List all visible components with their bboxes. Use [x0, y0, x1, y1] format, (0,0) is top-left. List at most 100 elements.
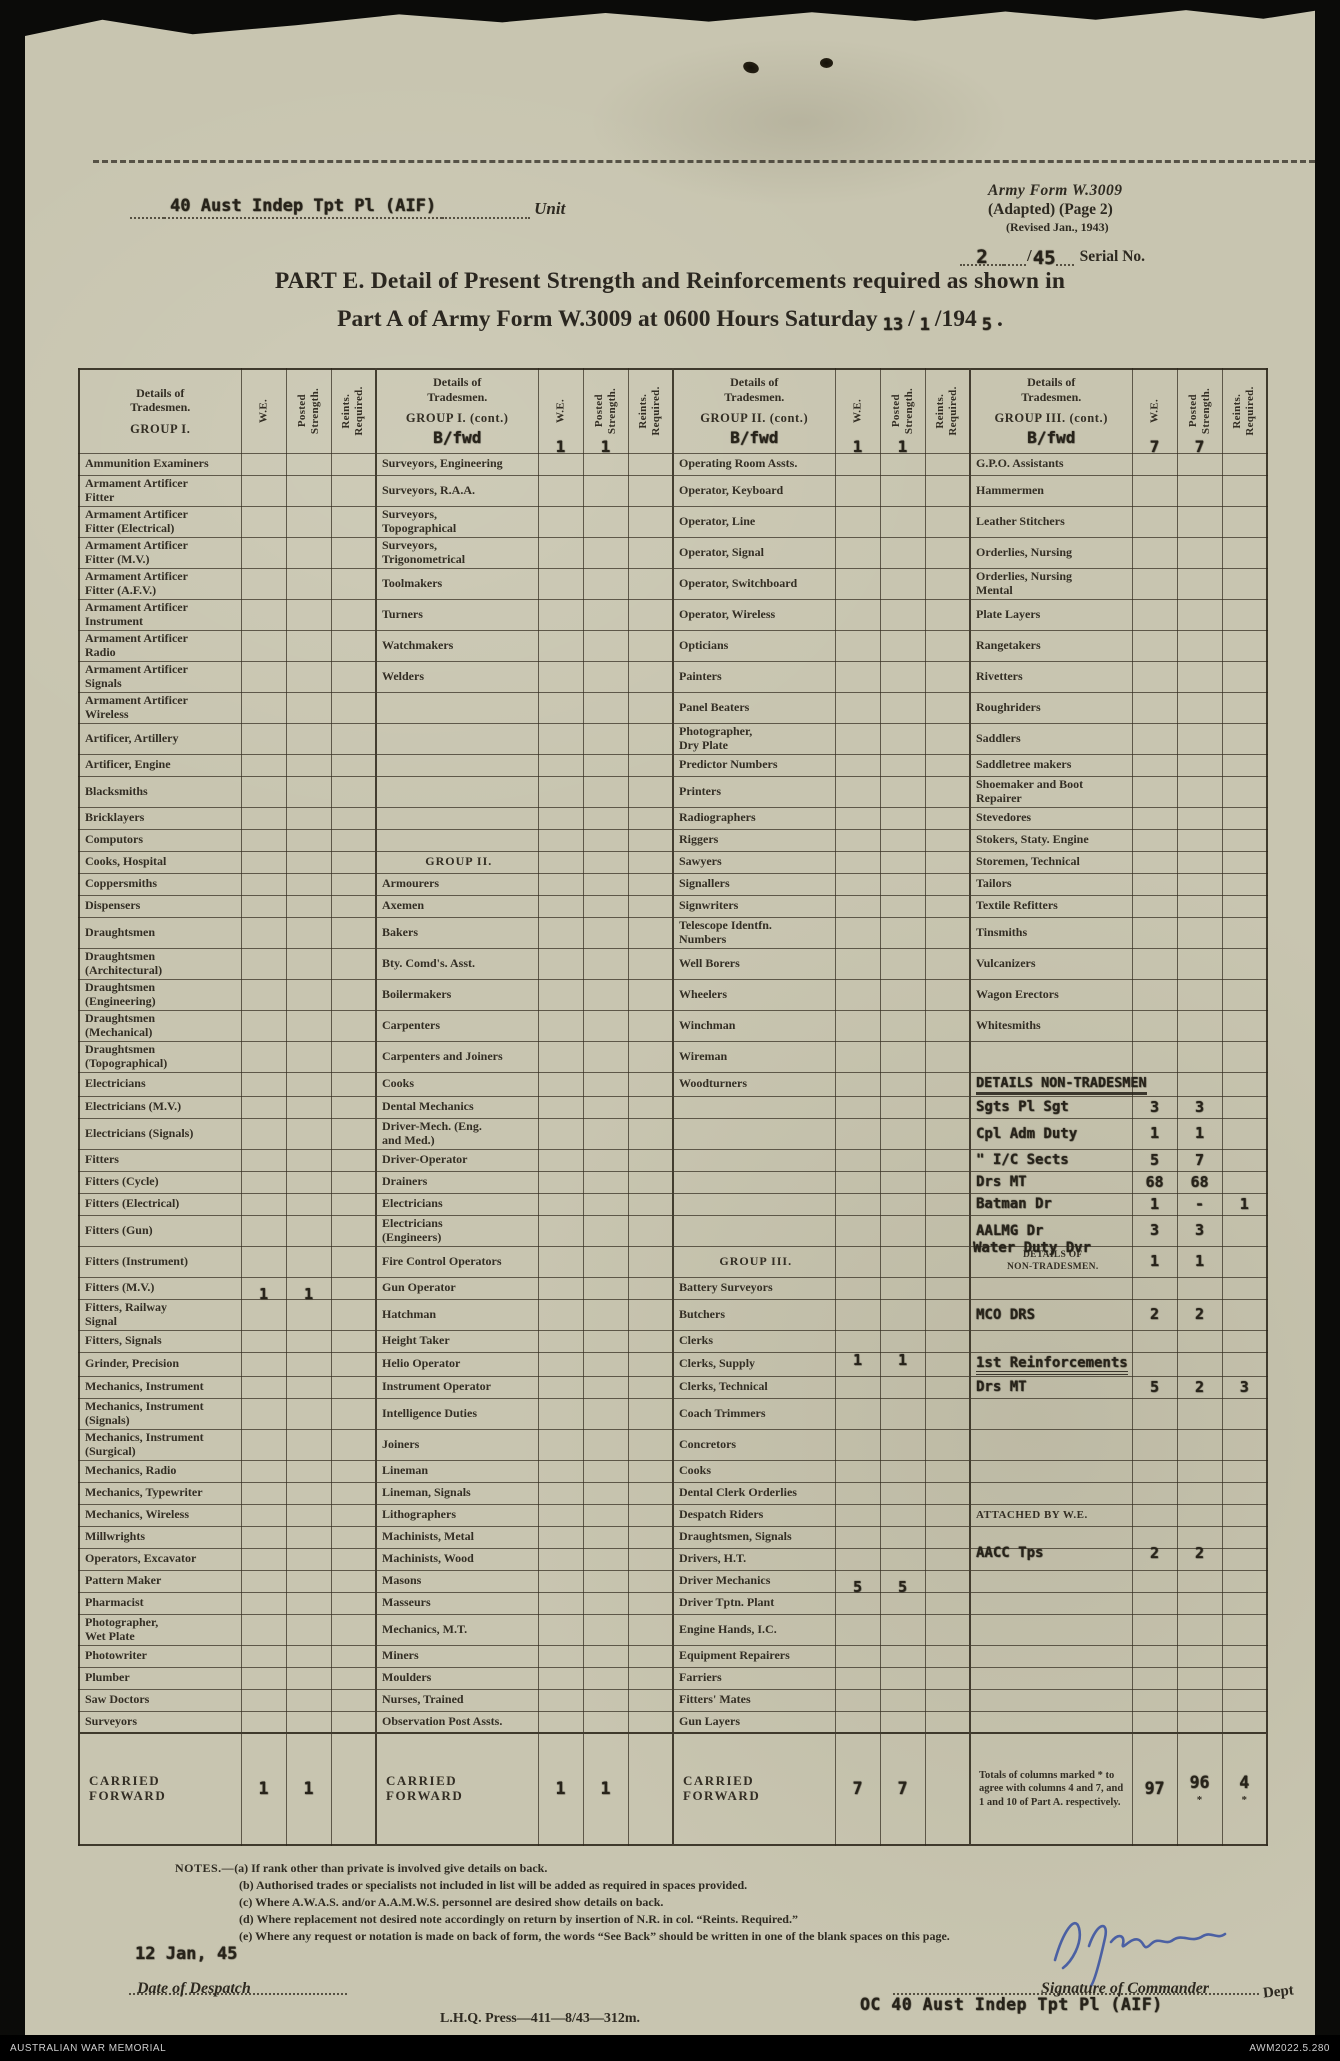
value-cell — [240, 1547, 287, 1571]
trade-cell: Fitters (Electrical) — [78, 1192, 242, 1216]
trade-cell: Observation Post Assts. — [375, 1710, 539, 1734]
table-row: Armament Artificer Fitter (M.V.) Surveyor… — [78, 536, 1268, 569]
value-cell — [537, 1666, 584, 1690]
part-e-subtitle: Part A of Army Form W.3009 at 0600 Hours… — [85, 306, 1255, 335]
trade-label: Machinists, Metal — [382, 1529, 474, 1544]
trade-label: Mechanics, Instrument (Signals) — [85, 1399, 204, 1427]
value-cell — [537, 1040, 584, 1073]
value-cell — [1131, 1503, 1178, 1527]
vertical-header-label: Reints. Required. — [637, 386, 663, 436]
trade-cell: Driver-Operator — [375, 1148, 539, 1172]
value-cell — [582, 1095, 629, 1119]
trade-cell: Ammunition Examiners — [78, 452, 242, 476]
value-cell — [1176, 916, 1223, 949]
trade-cell: Armament Artificer Signals — [78, 660, 242, 693]
trade-cell: Dental Clerk Orderlies — [672, 1481, 836, 1505]
value-cell — [834, 1481, 881, 1505]
despatch-date-typed: 12 Jan, 45 — [135, 1944, 238, 1964]
value-cell — [924, 1095, 971, 1119]
value-cell — [1131, 474, 1178, 507]
trade-label: Draughtsmen (Engineering) — [85, 980, 156, 1008]
group-title: GROUP II. (cont.) — [700, 411, 809, 426]
trade-label: Operators, Excavator — [85, 1551, 197, 1566]
value-cell — [924, 1428, 971, 1461]
value-cell — [537, 916, 584, 949]
trade-label: Mechanics, Instrument (Surgical) — [85, 1430, 204, 1458]
value-cell — [924, 598, 971, 631]
value-cell: 1 — [240, 1276, 287, 1303]
trade-cell: Mechanics, Wireless — [78, 1503, 242, 1527]
value-cell — [834, 1148, 881, 1172]
value-cell — [924, 1375, 971, 1399]
trade-cell: Driver-Mech. (Eng. and Med.) — [375, 1117, 539, 1150]
group-title: GROUP I. (cont.) — [405, 411, 509, 426]
value-cell — [834, 978, 881, 1011]
trade-cell — [969, 1591, 1133, 1615]
value-cell — [1176, 1329, 1223, 1353]
typed-value: 2 — [1194, 1543, 1205, 1562]
value-cell — [537, 828, 584, 852]
trade-label: Tinsmiths — [976, 924, 1028, 939]
details-of-tradesmen-label: Details of Tradesmen. — [1021, 375, 1082, 404]
value-cell — [330, 1710, 377, 1734]
value-cell — [330, 1214, 377, 1247]
value-cell — [1221, 1040, 1268, 1073]
trade-cell: Wheelers — [672, 978, 836, 1011]
table-row: Millwrights Machinists, Metal Draughtsmen,… — [78, 1525, 1268, 1549]
value-cell — [1221, 1276, 1268, 1300]
press-imprint: L.H.Q. Press—411—8/43—312m. — [439, 2011, 641, 2026]
value-cell — [285, 1459, 332, 1483]
value-cell — [924, 1569, 971, 1593]
typed-value: 5 — [852, 1577, 863, 1596]
value-cell — [879, 1644, 926, 1668]
value-cell — [240, 1666, 287, 1690]
value-cell — [1176, 452, 1223, 476]
value-cell — [330, 1276, 377, 1300]
value-cell — [834, 1040, 881, 1073]
value-cell — [834, 753, 881, 777]
value-cell — [537, 753, 584, 777]
value-cell — [285, 775, 332, 808]
value-cell — [330, 1732, 377, 1846]
trade-label: Draughtsmen (Architectural) — [85, 949, 163, 977]
trade-label: Fire Control Operators — [382, 1253, 502, 1268]
trade-cell: Miners — [375, 1644, 539, 1668]
value-cell — [879, 1688, 926, 1712]
value-cell — [1176, 567, 1223, 600]
value-cell — [285, 536, 332, 569]
column-header-cell: W.E. 7 — [1131, 368, 1178, 456]
value-cell — [1176, 1666, 1223, 1690]
value-cell — [1131, 1329, 1178, 1353]
value-cell — [1131, 691, 1178, 724]
trade-cell: AALMG Dr — [969, 1214, 1133, 1247]
value-cell — [627, 691, 674, 724]
typed-value: 1 — [258, 1779, 269, 1798]
trade-cell: Draughtsmen (Architectural) — [78, 947, 242, 980]
value-cell — [627, 1710, 674, 1734]
vertical-header-label: Reints. Required. — [1231, 386, 1257, 436]
trade-label: Fitters — [85, 1152, 119, 1167]
value-cell — [240, 916, 287, 949]
value-cell — [627, 850, 674, 874]
trade-label: Hammermen — [976, 482, 1044, 497]
serial-label: Serial No. — [1079, 248, 1146, 265]
trade-label: Armament Artificer Radio — [85, 631, 188, 659]
table-row: Mechanics, Instrument (Surgical) Joiners C… — [78, 1428, 1268, 1461]
value-cell — [1131, 598, 1178, 631]
trade-cell: Well Borers — [672, 947, 836, 980]
trade-cell — [969, 1459, 1133, 1483]
value-cell — [834, 1688, 881, 1712]
column-header-cell: Reints. Required. — [1221, 368, 1268, 454]
value-cell — [537, 567, 584, 600]
trade-label: Intelligence Duties — [382, 1405, 477, 1420]
value-cell — [537, 1245, 584, 1278]
value-cell — [924, 474, 971, 507]
value-cell: 97 — [1131, 1732, 1178, 1846]
trade-label: Axemen — [382, 898, 424, 913]
value-cell — [879, 1009, 926, 1042]
value-cell — [834, 1071, 881, 1097]
value-cell — [1221, 1666, 1268, 1690]
trade-cell: Hammermen — [969, 474, 1133, 507]
value-cell — [240, 775, 287, 808]
trade-cell: DETAILS OF NON-TRADESMEN. Water Duty Dvr — [969, 1240, 1133, 1278]
